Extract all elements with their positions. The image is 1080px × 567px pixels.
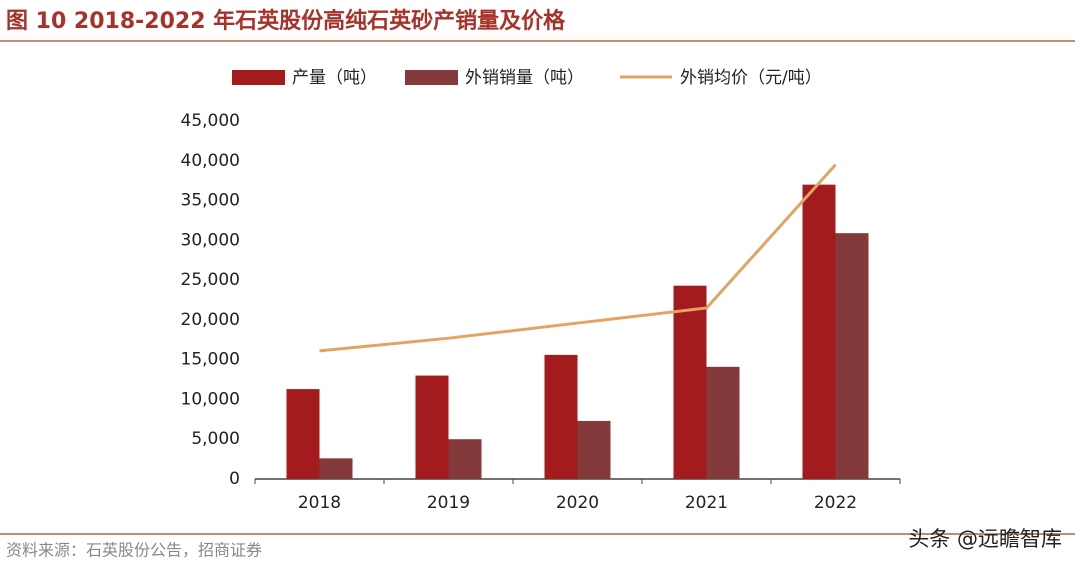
bar [673, 285, 707, 479]
chart-title: 图 10 2018-2022 年石英股份高纯石英砂产销量及价格 [6, 8, 566, 34]
y-tick-label: 15,000 [181, 350, 240, 370]
legend-swatch [232, 70, 285, 85]
x-tick-label: 2021 [685, 493, 728, 513]
y-tick-label: 30,000 [181, 230, 240, 250]
legend-label: 外销均价（元/吨） [680, 68, 822, 88]
y-tick-label: 35,000 [181, 191, 240, 211]
y-tick-label: 45,000 [181, 111, 240, 131]
y-tick-label: 0 [229, 469, 240, 489]
x-tick-label: 2022 [814, 493, 857, 513]
y-tick-label: 20,000 [181, 310, 240, 330]
bar [544, 354, 578, 479]
y-tick-label: 10,000 [181, 389, 240, 409]
bar [706, 366, 740, 479]
watermark: 头条 @远瞻智库 [908, 527, 1062, 551]
x-tick-label: 2020 [556, 493, 599, 513]
line [319, 163, 837, 353]
legend-label: 外销销量（吨） [465, 68, 584, 88]
y-tick-label: 40,000 [181, 151, 240, 171]
bar [319, 458, 353, 479]
y-tick-label: 25,000 [181, 270, 240, 290]
bar [286, 389, 320, 479]
legend-swatch [405, 70, 458, 85]
legend-label: 产量（吨） [292, 68, 377, 88]
bar [835, 233, 869, 479]
x-tick-label: 2019 [427, 493, 470, 513]
y-tick-label: 5,000 [191, 429, 240, 449]
bar [802, 184, 836, 479]
bar [577, 420, 611, 479]
source-note: 资料来源：石英股份公告，招商证券 [6, 541, 262, 560]
bar [448, 439, 482, 479]
bar [415, 375, 449, 479]
x-tick-label: 2018 [298, 493, 341, 513]
